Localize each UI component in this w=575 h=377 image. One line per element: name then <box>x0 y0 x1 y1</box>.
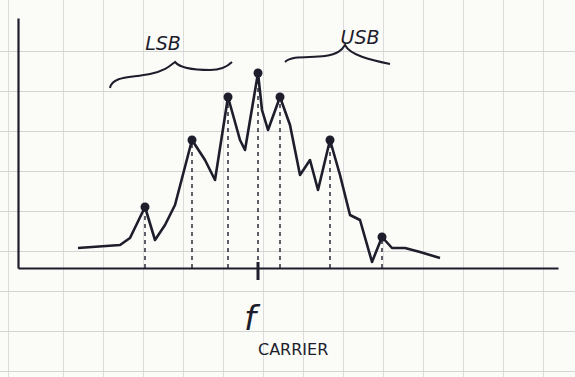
sideband-stem <box>329 140 330 268</box>
sideband-stem <box>191 140 192 268</box>
peak-dot <box>276 93 285 102</box>
peak-dot <box>224 93 233 102</box>
sideband-stem <box>279 97 280 268</box>
peak-dot <box>378 233 387 242</box>
sideband-label: USB <box>340 26 379 48</box>
sideband-label: LSB <box>145 32 181 54</box>
spectrum-line <box>78 73 440 262</box>
x-axis <box>19 268 559 269</box>
sideband-stem <box>144 207 145 268</box>
sideband-stem <box>257 73 258 268</box>
sideband-stem <box>381 237 382 268</box>
carrier-subscript: CARRIER <box>258 340 328 359</box>
axis-line <box>17 19 19 269</box>
y-axis <box>18 19 19 269</box>
peak-dot <box>188 136 197 145</box>
peak-dot <box>141 203 150 212</box>
carrier-label: f <box>244 298 261 338</box>
carrier-tick <box>257 262 260 280</box>
lsb-brace <box>110 62 232 88</box>
axis-line <box>19 267 559 269</box>
sideband-stem <box>227 97 228 268</box>
chart: LSB USB f CARRIER <box>0 0 575 377</box>
plot-area <box>78 69 440 269</box>
peak-dot <box>326 136 335 145</box>
peak-dot <box>254 69 263 78</box>
